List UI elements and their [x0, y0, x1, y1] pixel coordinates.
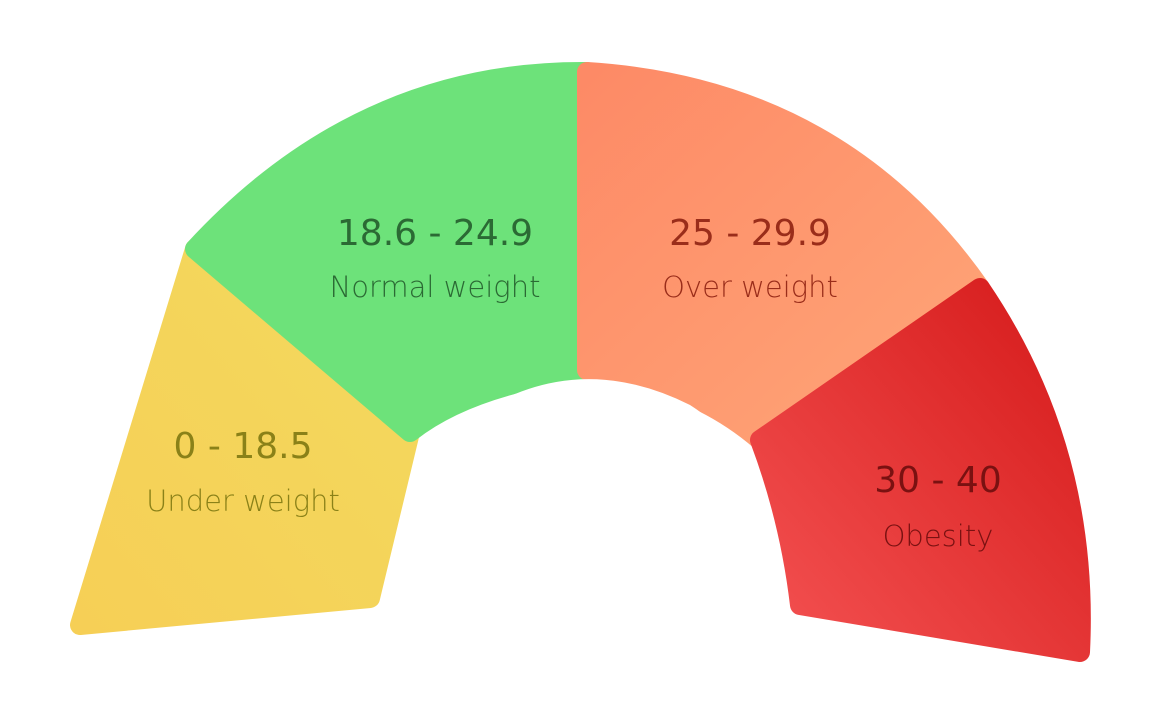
segment-shape-obesity — [750, 278, 1091, 662]
segment-text-overweight: 25 - 29.9 Over weight — [662, 213, 838, 304]
gauge-center-hole — [388, 379, 790, 620]
segment-label-underweight: Under weight — [146, 484, 340, 518]
segment-text-obesity: 30 - 40 Obesity — [874, 460, 1002, 553]
segment-label-normal: Normal weight — [330, 270, 541, 304]
segment-range-underweight: 0 - 18.5 — [174, 426, 313, 467]
segment-label-overweight: Over weight — [662, 270, 838, 304]
gauge-segment-obesity — [750, 278, 1091, 662]
gauge-segment-normal — [185, 61, 597, 442]
segment-range-overweight: 25 - 29.9 — [669, 213, 831, 254]
segment-range-obesity: 30 - 40 — [874, 460, 1002, 501]
segment-label-obesity: Obesity — [883, 519, 994, 553]
segment-range-normal: 18.6 - 24.9 — [337, 213, 533, 254]
segment-shape-normal — [185, 61, 597, 442]
segment-text-normal: 18.6 - 24.9 Normal weight — [330, 213, 541, 304]
segment-text-underweight: 0 - 18.5 Under weight — [146, 426, 340, 518]
